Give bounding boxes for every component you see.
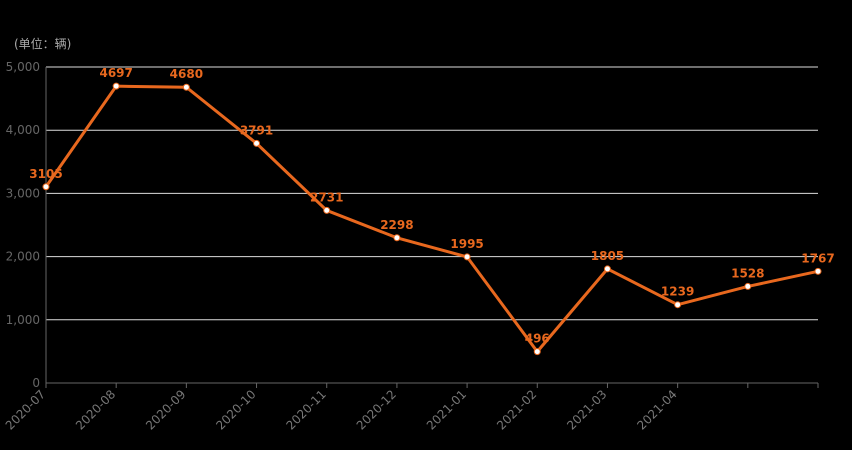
- y-tick-label: 3,000: [6, 186, 40, 200]
- point: [323, 206, 331, 214]
- x-tick-label: 2020-08: [73, 387, 118, 432]
- point: [674, 301, 682, 309]
- x-tick-label: 2020-10: [213, 387, 258, 432]
- x-tick-label: 2021-01: [424, 387, 469, 432]
- data-label: 2298: [380, 218, 413, 232]
- y-axis-label: (单位：辆): [14, 36, 71, 51]
- x-tick-label: 2021-03: [564, 387, 609, 432]
- point: [182, 83, 190, 91]
- x-tick-label: 2020-12: [354, 387, 399, 432]
- y-tick-label: 4,000: [6, 123, 40, 137]
- point: [42, 183, 50, 191]
- point: [463, 253, 471, 261]
- x-tick-label: 2021-04: [634, 387, 679, 432]
- data-label: 1239: [661, 285, 694, 299]
- point: [393, 234, 401, 242]
- point: [744, 282, 752, 290]
- data-label: 4680: [170, 67, 203, 81]
- data-label: 2731: [310, 190, 343, 204]
- x-tick-label: 2021-02: [494, 387, 539, 432]
- data-label: 1805: [591, 249, 624, 263]
- line: [44, 84, 819, 355]
- y-tick-label: 5,000: [6, 60, 40, 74]
- x-tick-label: 2020-07: [3, 387, 48, 432]
- point: [533, 348, 541, 356]
- point: [814, 267, 822, 275]
- data-label: 3791: [240, 123, 273, 137]
- point: [603, 265, 611, 273]
- point: [253, 139, 261, 147]
- data-label: 1767: [801, 251, 834, 265]
- data-label: 3105: [29, 167, 62, 181]
- data-label: 4697: [99, 66, 132, 80]
- y-tick-label: 0: [32, 376, 40, 390]
- y-tick-label: 2,000: [6, 250, 40, 264]
- data-label: 1995: [450, 237, 483, 251]
- x-tick-label: 2020-11: [283, 387, 328, 432]
- y-tick-label: 1,000: [6, 313, 40, 327]
- data-label: 496: [525, 332, 550, 346]
- x-tick-label: 2020-09: [143, 387, 188, 432]
- data-label: 1528: [731, 266, 764, 280]
- point: [112, 82, 120, 90]
